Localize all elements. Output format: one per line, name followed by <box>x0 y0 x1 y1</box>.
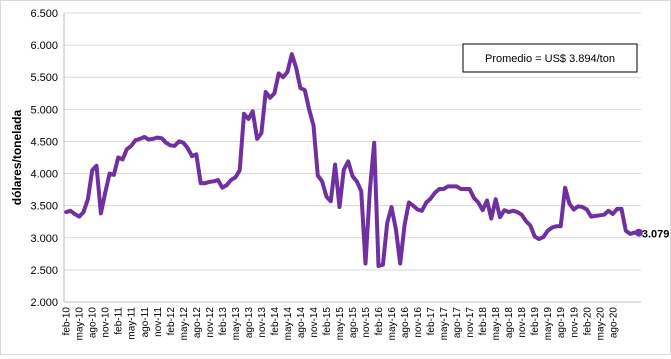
x-tick-label: may-12 <box>179 307 190 341</box>
last-value-label: 3.079 <box>642 229 670 241</box>
x-tick-label: nov-11 <box>153 307 164 337</box>
x-tick-label: nov-16 <box>413 307 424 338</box>
x-tick-label: nov-15 <box>361 307 372 338</box>
x-tick-label: feb-15 <box>322 307 333 336</box>
x-tick-label: may-15 <box>335 307 346 341</box>
y-tick-label: 6.000 <box>30 40 58 52</box>
x-tick-label: ago-10 <box>88 307 99 339</box>
x-tick-label: ago-19 <box>556 307 567 339</box>
x-tick-label: ago-11 <box>140 307 151 338</box>
x-tick-label: feb-20 <box>582 307 593 336</box>
x-tick-label: may-19 <box>543 307 554 341</box>
y-tick-label: 2.000 <box>30 297 58 309</box>
x-tick-label: ago-13 <box>244 307 255 339</box>
x-tick-label: may-14 <box>283 307 294 341</box>
x-tick-label: feb-12 <box>166 307 177 336</box>
x-tick-label: ago-17 <box>452 307 463 339</box>
gridlines <box>64 12 641 271</box>
x-tick-label: feb-10 <box>62 307 73 336</box>
x-tick-label: ago-14 <box>296 307 307 339</box>
x-tick-label: ago-20 <box>608 307 619 339</box>
y-axis-label: dólares/tonelada <box>10 110 24 206</box>
average-annotation-text: Promedio = US$ 3.894/ton <box>485 53 615 65</box>
x-tick-label: feb-11 <box>114 307 125 335</box>
x-tick-label: feb-17 <box>426 307 437 336</box>
x-tick-label: nov-10 <box>101 307 112 338</box>
average-annotation-box <box>462 43 638 73</box>
x-tick-label: nov-18 <box>517 307 528 338</box>
y-tick-label: 6.500 <box>30 8 58 20</box>
x-tick-label: nov-19 <box>569 307 580 338</box>
x-tick-label: nov-12 <box>205 307 216 338</box>
y-axis-ticks: 2.000 2.500 3.000 3.500 4.000 4.500 5.000 5.500… <box>30 8 58 309</box>
x-tick-label: feb-14 <box>270 307 281 336</box>
x-tick-label: may-13 <box>231 307 242 341</box>
x-tick-label: nov-17 <box>465 307 476 338</box>
y-tick-label: 4.500 <box>30 136 58 148</box>
x-tick-label: may-18 <box>491 307 502 341</box>
x-tick-label: ago-16 <box>400 307 411 339</box>
y-tick-label: 3.500 <box>30 201 58 213</box>
x-tick-label: feb-18 <box>478 307 489 336</box>
y-tick-label: 5.500 <box>30 72 58 84</box>
x-tick-label: feb-13 <box>218 307 229 336</box>
x-tick-label: may-20 <box>595 307 606 341</box>
x-tick-label: may-10 <box>75 307 86 341</box>
x-tick-label: may-16 <box>387 307 398 341</box>
price-series-line <box>64 52 641 268</box>
y-tick-label: 4.000 <box>30 169 58 181</box>
x-tick-label: nov-13 <box>257 307 268 338</box>
x-tick-label: ago-12 <box>192 307 203 339</box>
x-tick-label: ago-18 <box>504 307 515 339</box>
x-tick-label: ago-15 <box>348 307 359 339</box>
x-tick-label: feb-19 <box>530 307 541 336</box>
x-tick-label: may-17 <box>439 307 450 341</box>
x-tick-label: feb-16 <box>374 307 385 336</box>
y-tick-label: 2.500 <box>30 265 58 277</box>
y-tick-label: 3.000 <box>30 233 58 245</box>
x-axis-ticks: feb-10 may-10 ago-10 nov-10 feb-11 may-11 ago-… <box>62 307 620 341</box>
y-tick-label: 5.000 <box>30 104 58 116</box>
x-tick-label: nov-14 <box>309 307 320 338</box>
last-value-marker <box>634 228 643 237</box>
x-tick-label: may-11 <box>127 307 138 340</box>
